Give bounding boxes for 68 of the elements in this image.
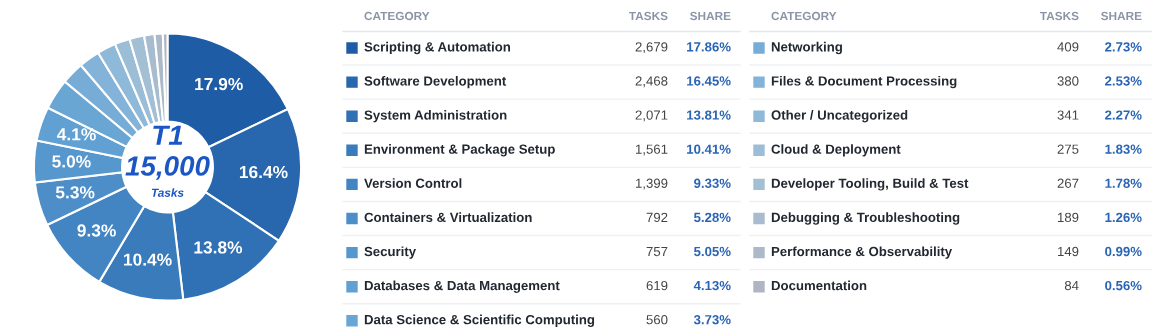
legend-label: Performance & Observability — [771, 246, 953, 259]
data-label: 2.53% — [1105, 76, 1142, 86]
legend-label: Software Development — [364, 75, 507, 89]
text: 5.0% — [52, 155, 91, 168]
data-label: 5.28% — [694, 212, 731, 223]
legend-label: Other / Uncategorized — [771, 110, 908, 123]
text: 560 — [646, 315, 668, 325]
data-label: 3.73% — [693, 315, 731, 325]
legend-label: Networking — [771, 41, 842, 55]
data-label: 5.05% — [694, 246, 731, 257]
data-label: 4.13% — [693, 280, 731, 291]
legend-label: Debugging & Troubleshooting — [771, 212, 960, 225]
data-label: 1.78% — [1105, 178, 1142, 188]
text: 13.8% — [194, 241, 243, 254]
text: 16.4% — [239, 165, 288, 179]
data-label: 10.41% — [687, 144, 731, 154]
legend-label: Scripting & Automation — [364, 41, 511, 55]
text: 10.4% — [124, 253, 172, 266]
text: 4.1% — [56, 128, 96, 141]
text: 619 — [646, 280, 668, 291]
text: 149 — [1057, 246, 1079, 257]
text: SHARE — [690, 11, 731, 21]
text: 380 — [1057, 76, 1079, 86]
text: CATEGORY — [771, 11, 837, 21]
text: TASKS — [628, 11, 668, 21]
text: 792 — [646, 212, 668, 223]
data-label: 17.86% — [687, 42, 731, 52]
text: 15,000 — [125, 156, 210, 180]
legend-label: Data Science & Scientific Computing — [364, 314, 595, 327]
text: CATEGORY — [364, 11, 430, 21]
data-label: 1.26% — [1105, 212, 1142, 223]
text: 409 — [1057, 42, 1079, 52]
text: 9.3% — [77, 224, 116, 237]
data-label: 9.33% — [694, 178, 731, 188]
text: 1,561 — [635, 144, 668, 156]
text: Tasks — [151, 188, 184, 197]
data-label: 16.45% — [687, 76, 731, 86]
text: 17.9% — [195, 77, 243, 91]
data-label: 1.83% — [1105, 144, 1142, 154]
text: 5.3% — [55, 186, 95, 199]
data-label: 0.56% — [1105, 280, 1142, 291]
legend-label: Security — [364, 246, 416, 259]
text: 2,468 — [635, 76, 668, 88]
text: 2,679 — [635, 42, 668, 54]
legend-label: Cloud & Deployment — [771, 144, 901, 157]
text: 2,071 — [635, 110, 668, 122]
data-label: 0.99% — [1105, 246, 1142, 257]
text: TASKS — [1039, 11, 1079, 21]
text: 267 — [1057, 178, 1079, 188]
legend-label: Databases & Data Management — [364, 280, 560, 293]
text: SHARE — [1101, 11, 1142, 21]
text: 275 — [1057, 144, 1079, 154]
legend-label: System Administration — [364, 110, 507, 123]
legend-label: Containers & Virtualization — [364, 212, 532, 223]
legend-label: Environment & Package Setup — [364, 144, 555, 157]
text: 84 — [1064, 280, 1079, 291]
legend-label: Documentation — [771, 280, 867, 291]
text: 1,399 — [635, 178, 668, 190]
text: T1 — [153, 125, 183, 145]
text: 757 — [646, 246, 668, 257]
text: 189 — [1057, 212, 1079, 223]
data-label: 2.73% — [1105, 42, 1142, 52]
legend-label: Version Control — [364, 178, 462, 188]
data-label: 13.81% — [687, 110, 731, 120]
text: 341 — [1057, 110, 1079, 120]
data-label: 2.27% — [1105, 110, 1142, 120]
legend-label: Files & Document Processing — [771, 75, 957, 89]
legend-label: Developer Tooling, Build & Test — [771, 178, 969, 191]
